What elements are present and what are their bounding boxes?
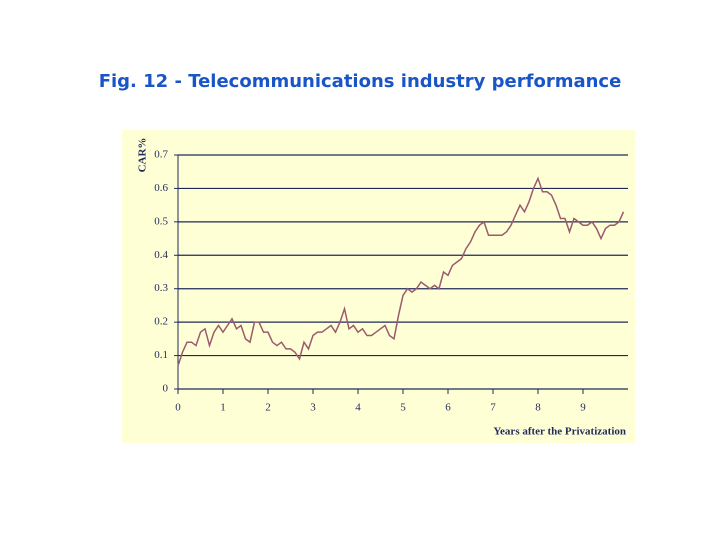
x-tick-label: 8 [535,402,541,414]
x-axis-label: Years after the Privatization [493,426,626,438]
chart-title: Fig. 12 - Telecommunications industry pe… [99,71,622,92]
y-tick-label: 0.5 [154,215,168,227]
y-tick-label: 0.6 [154,182,168,194]
x-tick-label: 7 [490,402,496,414]
y-tick-label: 0.2 [154,316,168,328]
y-tick-label: 0.4 [154,249,168,261]
y-tick-label: 0.1 [154,349,168,361]
x-tick-label: 0 [175,402,181,414]
y-tick-label: 0 [163,383,169,395]
x-tick-label: 4 [355,402,361,414]
y-tick-label: 0.7 [154,149,168,161]
y-axis-label: CAR% [137,138,149,173]
x-tick-label: 5 [400,402,406,414]
x-tick-label: 1 [220,402,226,414]
x-tick-label: 3 [310,402,316,414]
chart-panel [122,130,635,443]
data-line [177,176,625,366]
y-tick-label: 0.3 [154,282,168,294]
x-tick-label: 6 [445,402,451,414]
x-tick-label: 2 [265,402,271,414]
x-tick-label: 9 [580,402,586,414]
